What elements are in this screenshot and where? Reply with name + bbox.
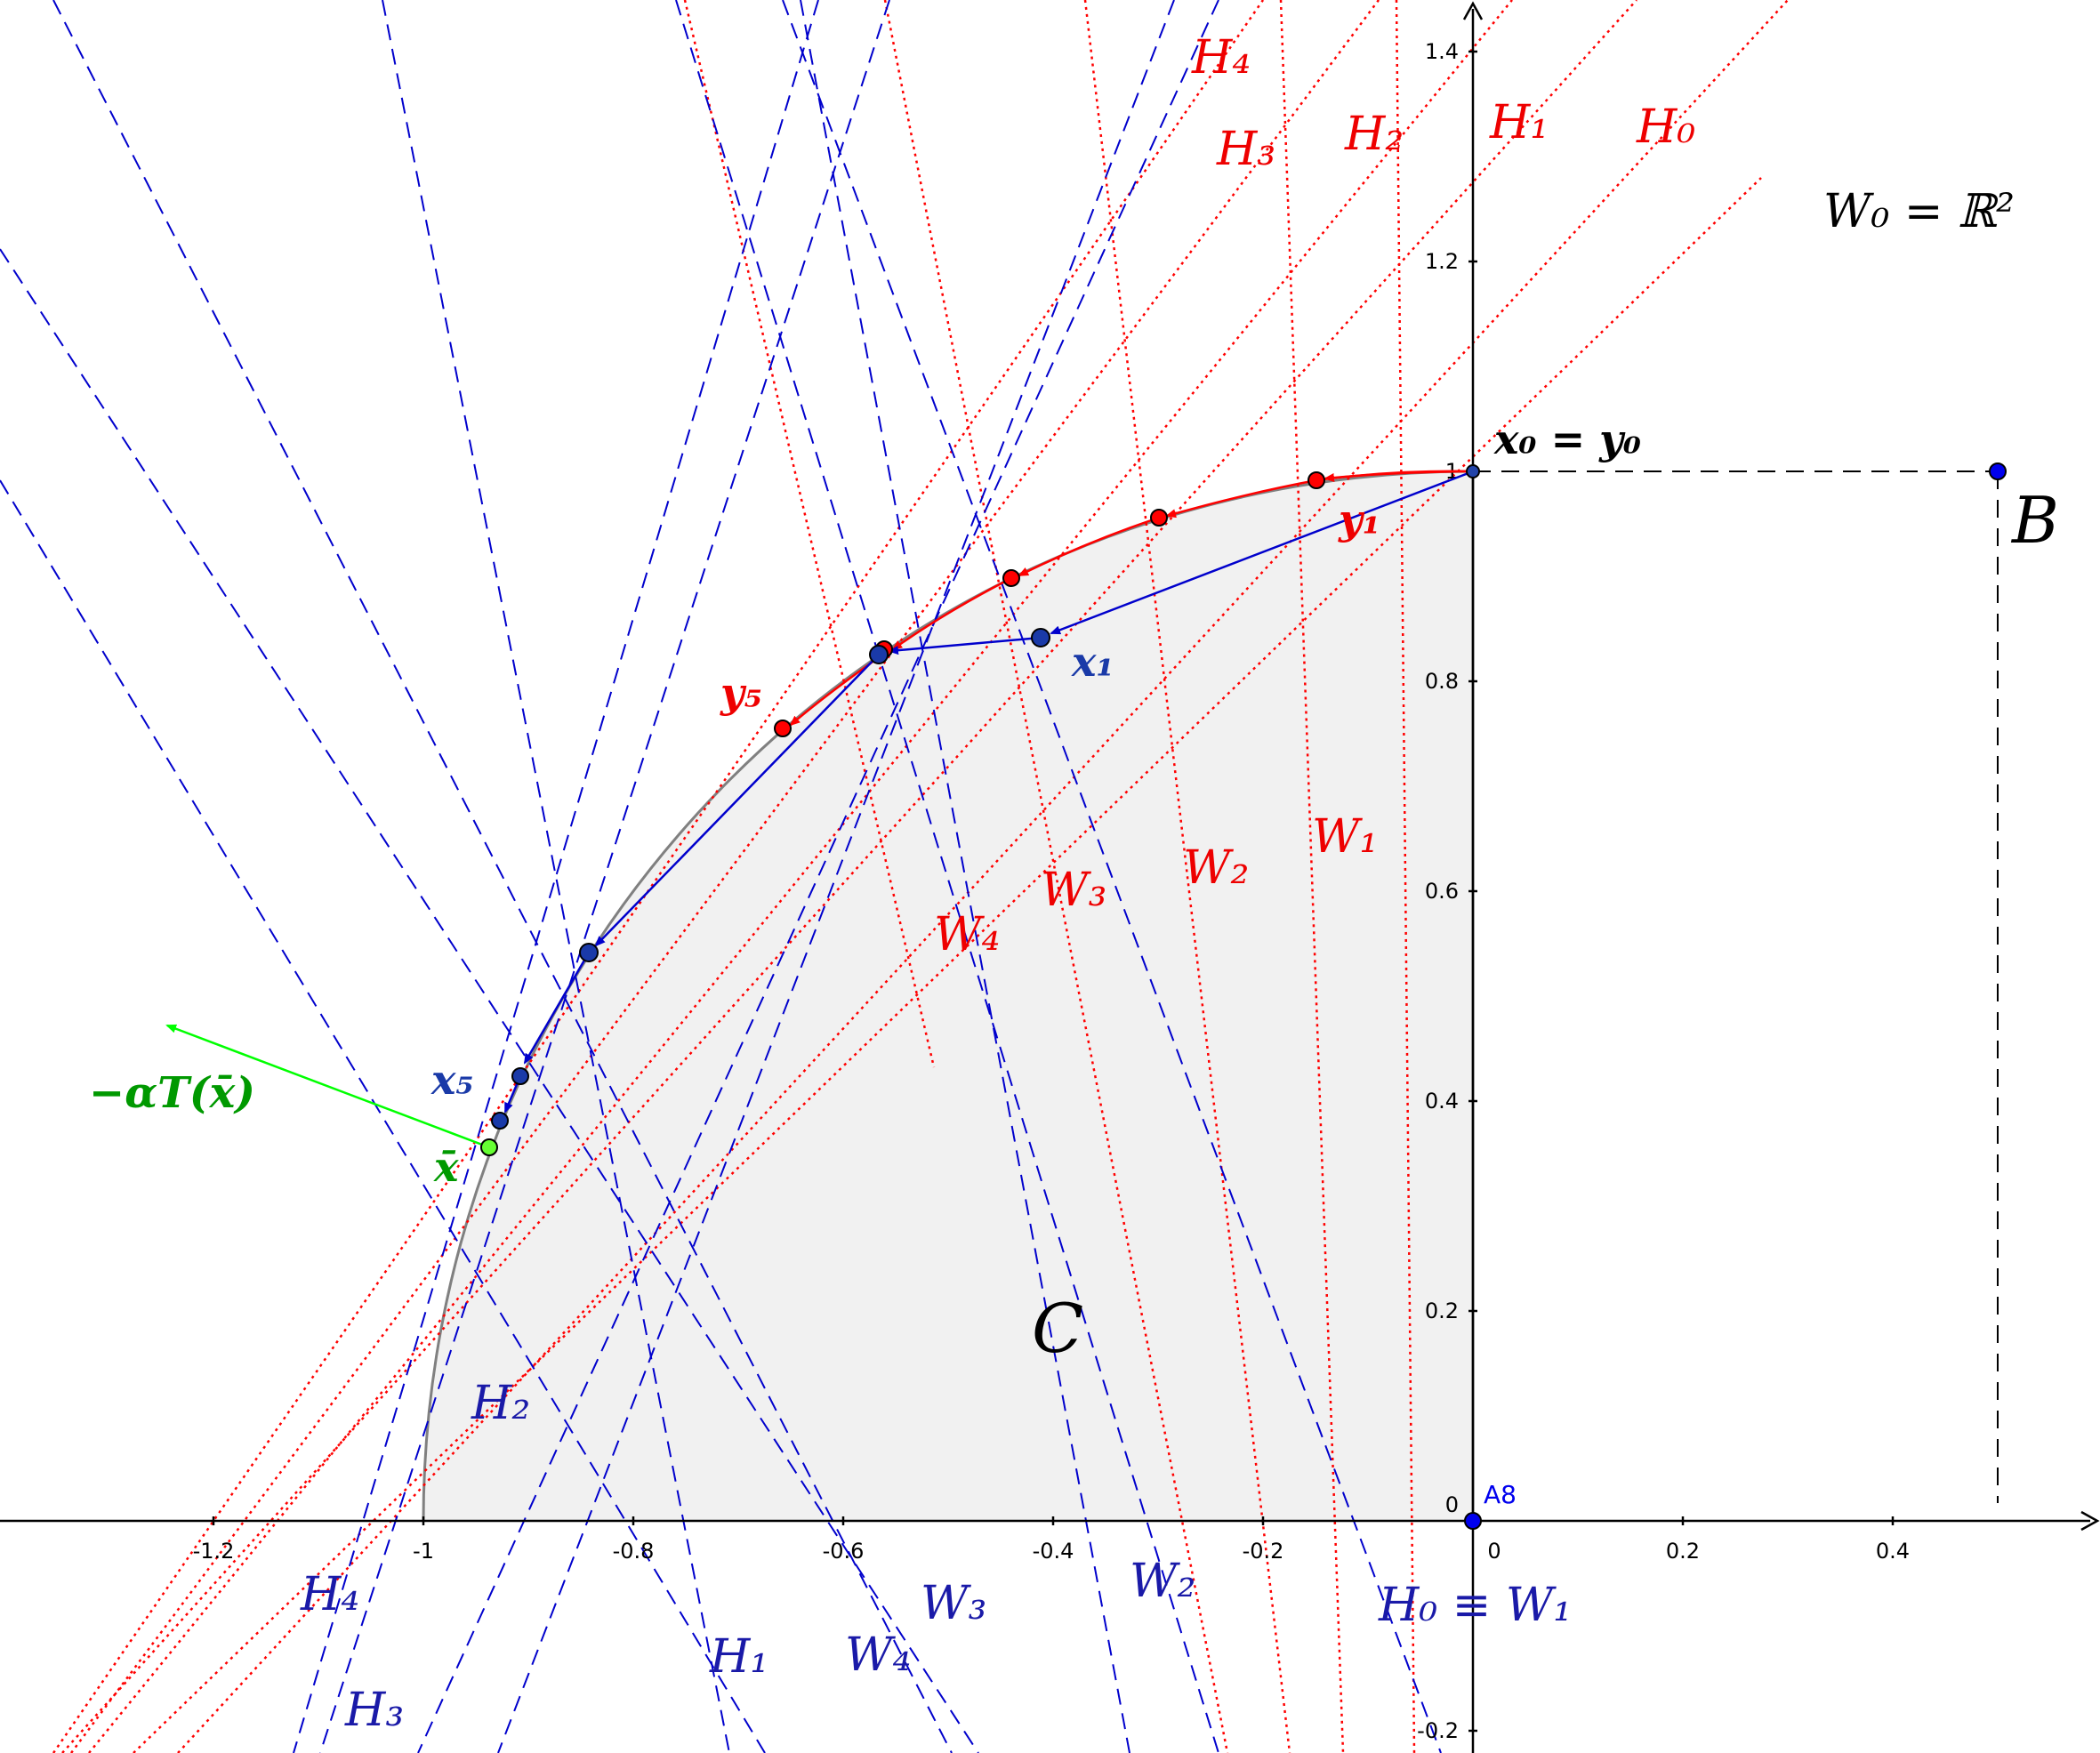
label-x1: x₁ xyxy=(1071,638,1114,686)
point-y1 xyxy=(1307,471,1325,489)
label-w0: W₀ = ℝ² xyxy=(1823,185,2015,238)
label-red-w2: W₂ xyxy=(1183,841,1249,895)
axes xyxy=(0,9,2090,1753)
point-a8 xyxy=(1464,1512,1482,1530)
label-blue-h4: H₄ xyxy=(300,1568,359,1621)
y-tick: 0.4 xyxy=(1425,1089,1459,1114)
point-y5 xyxy=(774,720,792,737)
point-y2 xyxy=(1150,509,1168,527)
label-alpha: −αT(x̄) xyxy=(89,1068,255,1118)
blue-dashed-lines xyxy=(0,0,1442,1753)
point-x4 xyxy=(511,1067,529,1085)
label-blue-h3: H₃ xyxy=(344,1684,404,1737)
y-tick: 0 xyxy=(1445,1492,1459,1517)
point-y3 xyxy=(1002,569,1020,587)
x-tick: -1.2 xyxy=(193,1539,235,1564)
x-tick: -0.4 xyxy=(1033,1539,1074,1564)
label-xbar: x̄ xyxy=(433,1143,459,1191)
point-x3 xyxy=(579,943,599,962)
red-dotted-lines xyxy=(52,0,1789,1753)
x-tick: 0 xyxy=(1487,1539,1501,1564)
label-blue-w3: W₃ xyxy=(921,1577,986,1630)
point-x2 xyxy=(869,645,889,664)
y-tick: -0.2 xyxy=(1417,1718,1459,1743)
x-axis-ticks xyxy=(212,1516,1895,1525)
label-y1: y₁ xyxy=(1338,495,1380,543)
point-x1 xyxy=(1031,628,1050,647)
point-x5 xyxy=(491,1112,509,1130)
label-y5: y₅ xyxy=(720,669,762,717)
x-tick: -1 xyxy=(413,1539,434,1564)
label-b: B xyxy=(2010,483,2059,558)
y-tick: 1.4 xyxy=(1425,39,1459,64)
label-c: C xyxy=(1032,1289,1083,1368)
y-tick: 0.6 xyxy=(1425,879,1459,904)
label-red-h2: H₂ xyxy=(1344,108,1404,161)
x-tick: 0.4 xyxy=(1876,1539,1910,1564)
box-b-dashes xyxy=(1473,470,1999,1503)
green-vector xyxy=(165,1024,490,1149)
y-tick-labels: 1.4 1.2 1 0.8 0.6 0.4 0.2 0 -0.2 xyxy=(1417,39,1459,1743)
label-red-w3: W₃ xyxy=(1041,864,1106,917)
label-h0-w1: H₀ ≡ W₁ xyxy=(1378,1579,1572,1632)
label-x0-y0: x₀ = y₀ xyxy=(1493,415,1641,463)
label-a8: A8 xyxy=(1484,1480,1517,1509)
red-line-labels: H₄ H₃ H₂ H₁ H₀ W₁ W₂ W₃ W₄ xyxy=(934,31,1695,961)
label-blue-w2: W₂ xyxy=(1130,1555,1195,1608)
blue-line-labels: H₂ H₄ H₃ H₁ W₃ W₂ W₄ H₀ ≡ W₁ xyxy=(300,1377,1572,1737)
x-tick: -0.6 xyxy=(823,1539,865,1564)
label-red-h0: H₀ xyxy=(1636,101,1695,154)
label-x5: x₅ xyxy=(430,1056,474,1104)
x-axis-arrow-icon xyxy=(2080,1510,2100,1532)
point-xbar xyxy=(480,1138,498,1156)
blue-x-arrows xyxy=(503,470,1474,1114)
point-x0 xyxy=(1466,464,1480,478)
x-tick-labels: -1.2 -1 -0.8 -0.6 -0.4 -0.2 0 0.2 0.4 xyxy=(193,1539,1911,1564)
label-blue-w4: W₄ xyxy=(845,1628,911,1682)
x-tick: -0.2 xyxy=(1243,1539,1284,1564)
y-tick: 1.2 xyxy=(1425,249,1459,274)
label-blue-h1: H₁ xyxy=(709,1630,768,1684)
y-tick: 0.2 xyxy=(1425,1299,1459,1323)
label-red-h3: H₃ xyxy=(1216,123,1275,176)
x-tick: -0.8 xyxy=(613,1539,655,1564)
label-red-h4: H₄ xyxy=(1191,31,1251,84)
x-tick: 0.2 xyxy=(1666,1539,1700,1564)
label-red-h1: H₁ xyxy=(1489,96,1549,149)
blue-points xyxy=(491,462,2007,1530)
region-c xyxy=(423,471,1473,1521)
point-b xyxy=(1989,462,2007,480)
label-red-w4: W₄ xyxy=(934,908,1000,961)
label-blue-h2: H₂ xyxy=(471,1377,530,1430)
y-tick: 0.8 xyxy=(1425,669,1459,694)
label-red-w1: W₁ xyxy=(1312,810,1378,864)
y-axis-arrow-icon xyxy=(1462,1,1484,20)
